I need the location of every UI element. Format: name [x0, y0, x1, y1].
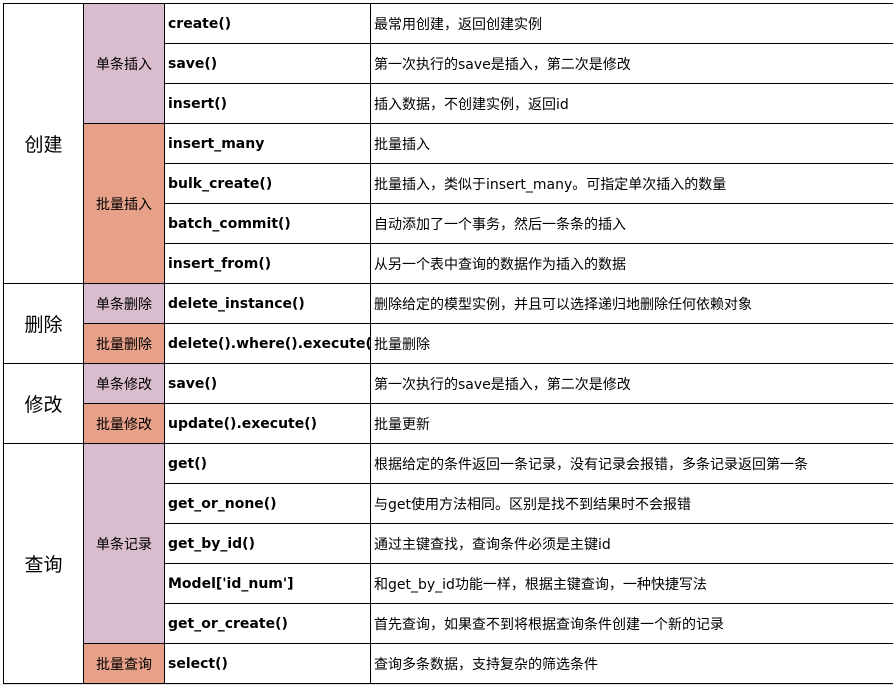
method-cell: create() [165, 4, 371, 44]
method-cell: bulk_create() [165, 164, 371, 204]
category-cell: 删除 [4, 284, 84, 364]
description-cell: 批量更新 [371, 404, 893, 444]
method-cell: Model['id_num'] [165, 564, 371, 604]
method-cell: insert_from() [165, 244, 371, 284]
description-cell: 根据给定的条件返回一条记录，没有记录会报错，多条记录返回第一条 [371, 444, 893, 484]
subcategory-cell: 单条插入 [84, 4, 165, 124]
subcategory-cell: 批量查询 [84, 644, 165, 684]
method-cell: get_or_none() [165, 484, 371, 524]
description-cell: 和get_by_id功能一样，根据主键查询，一种快捷写法 [371, 564, 893, 604]
method-cell: delete().where().execute() [165, 324, 371, 364]
method-cell: delete_instance() [165, 284, 371, 324]
method-cell: select() [165, 644, 371, 684]
description-cell: 最常用创建，返回创建实例 [371, 4, 893, 44]
category-cell: 创建 [4, 4, 84, 284]
subcategory-cell: 单条记录 [84, 444, 165, 644]
description-cell: 第一次执行的save是插入，第二次是修改 [371, 364, 893, 404]
description-cell: 与get使用方法相同。区别是找不到结果时不会报错 [371, 484, 893, 524]
description-cell: 通过主键查找，查询条件必须是主键id [371, 524, 893, 564]
category-cell: 查询 [4, 444, 84, 684]
method-cell: insert_many [165, 124, 371, 164]
method-cell: update().execute() [165, 404, 371, 444]
subcategory-cell: 批量插入 [84, 124, 165, 284]
subcategory-cell: 批量删除 [84, 324, 165, 364]
method-cell: insert() [165, 84, 371, 124]
subcategory-cell: 批量修改 [84, 404, 165, 444]
method-cell: get_or_create() [165, 604, 371, 644]
method-cell: save() [165, 44, 371, 84]
description-cell: 自动添加了一个事务，然后一条条的插入 [371, 204, 893, 244]
description-cell: 批量插入，类似于insert_many。可指定单次插入的数量 [371, 164, 893, 204]
description-cell: 批量删除 [371, 324, 893, 364]
description-cell: 从另一个表中查询的数据作为插入的数据 [371, 244, 893, 284]
method-cell: batch_commit() [165, 204, 371, 244]
subcategory-cell: 单条修改 [84, 364, 165, 404]
description-cell: 第一次执行的save是插入，第二次是修改 [371, 44, 893, 84]
description-cell: 查询多条数据，支持复杂的筛选条件 [371, 644, 893, 684]
subcategory-cell: 单条删除 [84, 284, 165, 324]
description-cell: 插入数据，不创建实例，返回id [371, 84, 893, 124]
description-cell: 删除给定的模型实例，并且可以选择递归地删除任何依赖对象 [371, 284, 893, 324]
method-cell: get() [165, 444, 371, 484]
category-cell: 修改 [4, 364, 84, 444]
description-cell: 批量插入 [371, 124, 893, 164]
sheet-gridline [0, 684, 893, 690]
method-cell: save() [165, 364, 371, 404]
method-cell: get_by_id() [165, 524, 371, 564]
description-cell: 首先查询，如果查不到将根据查询条件创建一个新的记录 [371, 604, 893, 644]
